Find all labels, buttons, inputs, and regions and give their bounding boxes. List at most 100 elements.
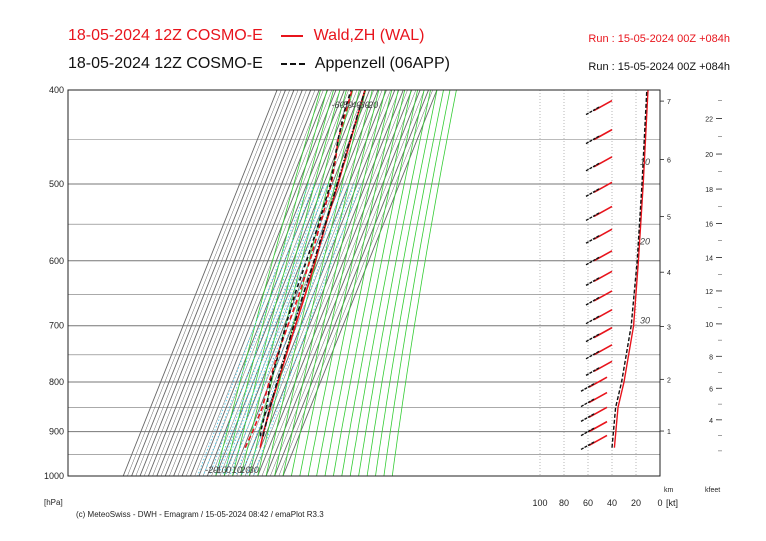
wind-speed-tick-label: 0	[657, 498, 662, 508]
mixing-ratio-line	[217, 183, 329, 476]
kfeet-unit-label: kfeet	[705, 487, 720, 494]
header-run-wald: Run : 15-05-2024 00Z +084h	[588, 33, 730, 45]
wind-arrow-appenzell-icon	[585, 211, 601, 222]
mixing-ratio-line	[197, 183, 310, 476]
mixing-ratio-line	[221, 183, 333, 476]
km-tick-label: 2	[667, 377, 671, 384]
pressure-tick-label: 500	[49, 179, 64, 189]
pressure-tick-label: 700	[49, 321, 64, 331]
dry-adiabat-line	[333, 90, 412, 476]
kfeet-tick-label: 4	[709, 418, 713, 425]
wind-speed-tick-label: 20	[631, 498, 641, 508]
dry-adiabat-line	[291, 90, 380, 476]
dry-adiabat-line	[223, 90, 328, 476]
isotherm-line	[131, 90, 286, 476]
header-station-appenzell: Appenzell (06APP)	[314, 55, 450, 72]
mixing-ratio-line	[235, 183, 345, 476]
dry-adiabat-line	[299, 90, 386, 476]
isotherm-line	[194, 90, 349, 476]
wind-arrow-appenzell-icon	[585, 276, 601, 286]
temperature-label-bottom: 10	[232, 465, 242, 475]
temperature-label-bottom: -10	[214, 465, 227, 475]
kfeet-tick-label: 8	[709, 354, 713, 361]
wind-arrow-appenzell-icon	[585, 105, 601, 116]
header-date-wald: 18-05-2024 12Z COSMO-E	[68, 27, 263, 44]
isotherm-line	[164, 90, 320, 476]
isotherm-line	[282, 90, 438, 476]
isotherm-line	[261, 90, 417, 476]
mixing-ratio-line	[246, 183, 355, 476]
temperature-label-bottom: 20	[239, 465, 250, 475]
wind-speed-profile	[611, 90, 648, 448]
km-unit-label: km	[664, 487, 674, 494]
isotherm-line	[156, 90, 312, 476]
kfeet-tick-label: 16	[705, 222, 713, 229]
dewpoint-profile-wald	[244, 90, 353, 449]
isotherm-line	[253, 90, 408, 476]
legend-line-appenzell-icon	[281, 62, 306, 65]
temperature-profile-wald	[259, 90, 366, 448]
wind-arrow-appenzell-icon	[580, 382, 596, 392]
isotherm-line	[215, 90, 371, 476]
wind-arrow-appenzell-icon	[585, 135, 601, 145]
pressure-tick-label: 900	[49, 427, 64, 437]
wind-arrow-appenzell-icon	[585, 333, 601, 343]
isotherm-line	[248, 90, 404, 476]
wind-arrow-appenzell-icon	[585, 350, 601, 360]
wind-speed-tick-label: 80	[559, 498, 569, 508]
hpa-unit-label: [hPa]	[44, 498, 63, 507]
wind-arrow-appenzell-icon	[580, 427, 596, 437]
dry-adiabat-line	[366, 90, 438, 476]
temperature-profile-appenzell	[262, 90, 366, 437]
isotherm-line	[135, 90, 290, 476]
temperature-label-top: -40	[348, 100, 361, 110]
mixing-ratio-line	[208, 183, 321, 476]
wind-speed-profile	[613, 90, 649, 448]
isotherm-line	[219, 90, 375, 476]
header-date-appenzell: 18-05-2024 12Z COSMO-E	[68, 55, 263, 72]
kfeet-tick-label: 20	[705, 152, 713, 159]
isotherm-line	[189, 90, 345, 476]
km-tick-label: 1	[667, 429, 671, 436]
isotherm-line	[274, 90, 429, 476]
isotherm-line	[181, 90, 337, 476]
kfeet-tick-label: 18	[705, 187, 713, 194]
temperature-label-top: -30	[357, 100, 370, 110]
mixing-ratio-line	[214, 183, 326, 476]
km-tick-label: 5	[667, 215, 671, 222]
temperature-label-bottom: 0	[226, 465, 231, 475]
mixing-ratio-line	[224, 183, 335, 476]
wind-arrow-appenzell-icon	[585, 315, 601, 325]
km-tick-label: 4	[667, 270, 671, 277]
km-tick-label: 7	[667, 99, 671, 106]
isotherm-line	[147, 90, 303, 476]
isotherm-line	[202, 90, 358, 476]
temperature-scale-label: 30	[640, 316, 650, 326]
plot-frame	[67, 89, 661, 477]
wind-speed-tick-label: 100	[532, 498, 547, 508]
temperature-label-bottom: 30	[249, 465, 259, 475]
mixing-ratio-line	[202, 183, 315, 476]
isotherm-line	[143, 90, 299, 476]
isotherm-line	[152, 90, 307, 476]
dry-adiabat-line	[316, 90, 399, 476]
kfeet-tick-label: 6	[709, 386, 713, 393]
isotherm-line	[173, 90, 329, 476]
isotherm-line	[257, 90, 413, 476]
dry-adiabat-line	[232, 90, 334, 476]
footer-credit: (c) MeteoSwiss - DWH - Emagram / 15-05-2…	[76, 510, 324, 519]
mixing-ratio-line	[229, 183, 340, 476]
dewpoint-profile-appenzell	[259, 90, 352, 437]
km-tick-label: 6	[667, 158, 671, 165]
isotherm-line	[122, 90, 278, 476]
dry-adiabat-line	[240, 90, 341, 476]
kfeet-tick-label: 22	[705, 116, 713, 123]
dry-adiabat-line	[349, 90, 425, 476]
isotherm-line	[169, 90, 324, 476]
isotherm-line	[185, 90, 341, 476]
isotherm-line	[160, 90, 316, 476]
pressure-tick-label: 400	[49, 85, 64, 95]
wind-arrow-appenzell-icon	[585, 234, 601, 244]
dry-adiabat-line	[358, 90, 431, 476]
